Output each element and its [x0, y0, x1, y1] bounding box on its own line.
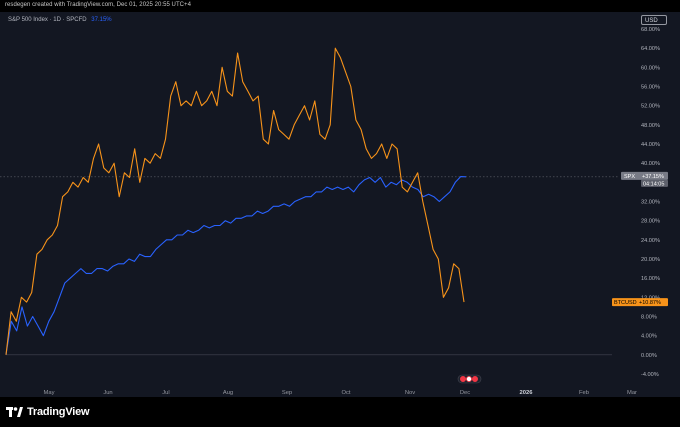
y-tick-label: 48.00% — [641, 123, 660, 129]
btc-badge-label: BTCUSD — [614, 300, 637, 306]
series-line-spx[interactable] — [5, 176, 467, 355]
x-tick-label: Aug — [223, 390, 233, 396]
x-tick-label: Sep — [282, 390, 292, 396]
y-tick-label: 56.00% — [641, 85, 660, 91]
legend-symbol: S&P 500 Index · 1D · SPCFD — [8, 17, 87, 23]
y-tick-label: 60.00% — [641, 65, 660, 71]
spx-countdown-badge — [641, 179, 668, 187]
btc-badge-value: +10.87% — [639, 300, 661, 306]
plot-area[interactable] — [0, 12, 680, 397]
x-tick-label: Jul — [162, 390, 169, 396]
y-tick-label: 28.00% — [641, 219, 660, 225]
spx-badge-value: +37.15% — [642, 174, 664, 180]
x-tick-label: Feb — [579, 390, 589, 396]
x-tick-label: Mar — [627, 390, 637, 396]
chart-caption: resdegen created with TradingView.com, D… — [5, 2, 191, 8]
tradingview-brand: TradingView — [27, 406, 90, 418]
y-tick-label: 52.00% — [641, 104, 660, 110]
x-tick-label: Nov — [405, 390, 415, 396]
tradingview-logo-icon — [6, 407, 23, 417]
legend-change: 37.15% — [91, 17, 112, 23]
event-dot-icon[interactable] — [471, 375, 478, 382]
y-tick-label: 44.00% — [641, 142, 660, 148]
y-tick-label: 32.00% — [641, 200, 660, 206]
currency-button[interactable]: USD — [641, 15, 667, 25]
spx-badge — [621, 171, 668, 180]
y-tick-label: 68.00% — [641, 27, 660, 33]
event-dot-icon[interactable] — [459, 375, 466, 382]
x-tick-label: Oct — [341, 390, 350, 396]
y-tick-label: 8.00% — [641, 315, 657, 321]
x-tick-label: May — [44, 390, 55, 396]
y-tick-label: 64.00% — [641, 46, 660, 52]
event-dot-icon[interactable] — [465, 375, 472, 382]
y-tick-label: -4.00% — [641, 372, 659, 378]
y-tick-label: 20.00% — [641, 257, 660, 263]
x-tick-label: Dec — [460, 390, 470, 396]
x-tick-label: 2026 — [520, 390, 534, 396]
spx-countdown: 04:14:05 — [643, 181, 664, 187]
y-tick-label: 24.00% — [641, 238, 660, 244]
spx-badge-label: SPX — [624, 174, 635, 180]
y-tick-label: 40.00% — [641, 161, 660, 167]
y-tick-label: 4.00% — [641, 334, 657, 340]
y-tick-label: 0.00% — [641, 353, 657, 359]
x-tick-label: Jun — [103, 390, 112, 396]
tradingview-logo: TradingView — [6, 405, 90, 419]
btc-badge — [612, 298, 668, 307]
y-tick-label: 16.00% — [641, 276, 660, 282]
series-line-btcusd[interactable] — [5, 47, 465, 355]
series-legend[interactable]: S&P 500 Index · 1D · SPCFD 37.15% — [8, 17, 112, 23]
